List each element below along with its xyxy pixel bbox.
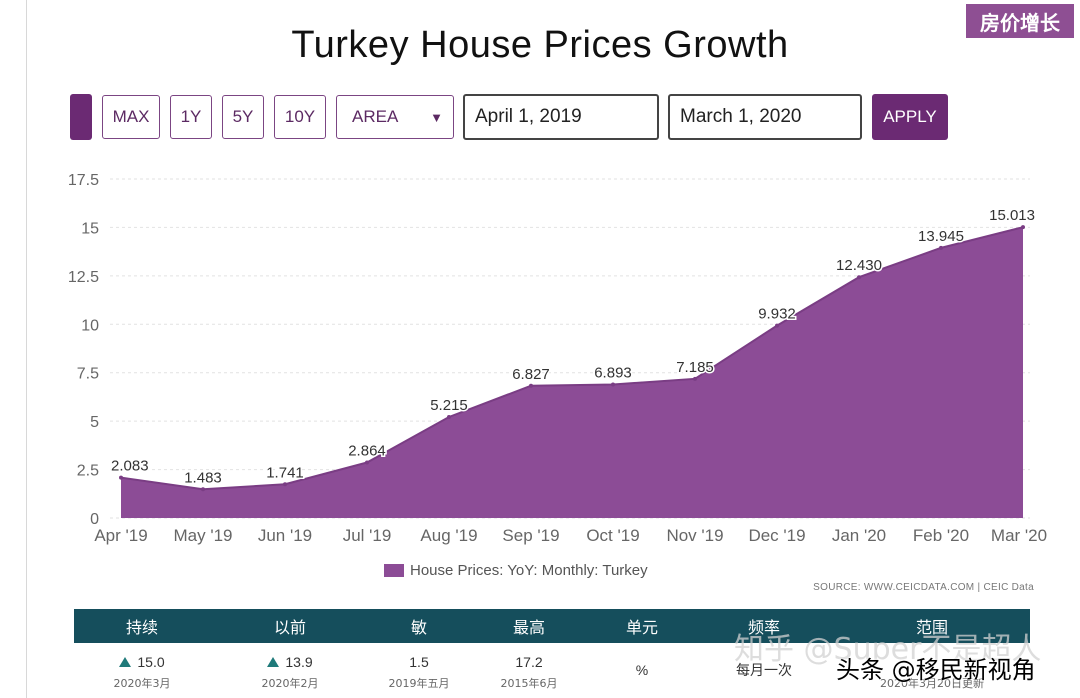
data-label: 1.741 <box>266 464 304 481</box>
data-point <box>529 383 533 388</box>
range-1y-button[interactable]: 1Y <box>170 95 212 139</box>
x-tick-label: Apr '19 <box>94 526 147 545</box>
legend-label: House Prices: YoY: Monthly: Turkey <box>410 562 648 579</box>
range-date: 2020年3月20日更新 <box>880 677 984 690</box>
dropdown-arrow-icon: ▼ <box>430 109 443 125</box>
max-value: 17.2 <box>515 654 543 670</box>
series-line <box>120 226 1024 491</box>
stats-cell-min: 1.5 2019年五月 <box>370 643 468 691</box>
data-label: 6.893 <box>594 364 632 381</box>
min-date: 2019年五月 <box>388 677 450 690</box>
topic-badge: 房价增长 <box>966 4 1074 38</box>
apply-button[interactable]: APPLY <box>872 94 948 140</box>
x-tick-label: Mar '20 <box>991 526 1047 545</box>
data-label: 2.083 <box>111 458 149 475</box>
stats-header-max: 最高 <box>512 618 545 637</box>
left-edge-line <box>26 0 27 698</box>
data-label: 7.185 <box>676 359 714 376</box>
stats-cell-max: 17.2 2015年6月 <box>468 643 590 691</box>
stats-cell-range: 2020年3月20日更新 <box>834 643 1030 691</box>
stats-header-range: 范围 <box>915 618 948 637</box>
chart-type-select[interactable]: AREA ▼ <box>336 95 454 139</box>
x-tick-label: Jun '19 <box>258 526 312 545</box>
data-point <box>611 382 615 387</box>
data-point <box>775 323 779 328</box>
data-label: 15.013 <box>989 207 1035 224</box>
data-label: 1.483 <box>184 469 222 486</box>
x-tick-label: Dec '19 <box>748 526 805 545</box>
stats-header-previous: 以前 <box>273 618 306 637</box>
y-tick-label: 17.5 <box>68 172 99 189</box>
data-label: 13.945 <box>918 228 964 245</box>
data-label: 12.430 <box>836 257 882 274</box>
previous-date: 2020年2月 <box>261 677 319 690</box>
x-tick-label: Sep '19 <box>502 526 559 545</box>
stats-header-min: 敏 <box>410 618 427 637</box>
up-arrow-icon <box>267 657 280 667</box>
stats-cell-unit: % <box>590 643 694 691</box>
data-point <box>693 376 697 381</box>
data-point <box>1021 225 1025 230</box>
y-tick-label: 0 <box>90 511 99 528</box>
latest-value: 15.0 <box>137 654 165 670</box>
data-point <box>939 245 943 250</box>
data-point <box>119 475 123 480</box>
end-date-input[interactable]: March 1, 2020 <box>668 94 862 140</box>
data-label: 9.932 <box>758 306 796 323</box>
x-tick-label: Oct '19 <box>586 526 639 545</box>
previous-value: 13.9 <box>285 654 313 670</box>
x-tick-label: Aug '19 <box>420 526 477 545</box>
data-label: 2.864 <box>348 443 386 460</box>
color-picker-button[interactable] <box>70 94 92 140</box>
series-area <box>121 227 1023 518</box>
data-point <box>283 482 287 487</box>
unit-value: % <box>635 662 649 678</box>
y-tick-label: 10 <box>81 317 99 334</box>
legend-swatch <box>384 564 404 577</box>
range-10y-button[interactable]: 10Y <box>274 95 326 139</box>
y-tick-label: 7.5 <box>77 366 99 383</box>
zhihu-watermark: 知乎 @Super不是超人 <box>734 632 1042 667</box>
chart-title: Turkey House Prices Growth <box>291 24 789 66</box>
chart-legend: House Prices: YoY: Monthly: Turkey <box>384 562 648 579</box>
data-point <box>857 275 861 280</box>
data-label: 5.215 <box>430 397 468 414</box>
frequency-value: 每月一次 <box>736 662 792 678</box>
y-tick-label: 5 <box>90 414 99 431</box>
x-tick-label: Jan '20 <box>832 526 886 545</box>
stats-header-latest: 持续 <box>125 618 158 637</box>
data-point <box>447 414 451 419</box>
data-point <box>365 460 369 465</box>
stats-value-row: 15.0 2020年3月 13.9 2020年2月 1.5 2019年五月 17… <box>74 643 1030 691</box>
x-tick-label: Feb '20 <box>913 526 969 545</box>
x-tick-label: May '19 <box>174 526 233 545</box>
x-tick-label: Nov '19 <box>666 526 723 545</box>
min-value: 1.5 <box>409 654 429 670</box>
stats-table: 持续 以前 敏 最高 单元 频率 范围 15.0 2020年3月 13.9 20… <box>74 609 1030 698</box>
max-date: 2015年6月 <box>500 677 558 690</box>
y-tick-label: 15 <box>81 220 99 237</box>
data-label: 6.827 <box>512 366 550 383</box>
toutiao-watermark: 头条 @移民新视角 <box>836 656 1036 684</box>
data-point <box>201 487 205 492</box>
area-chart: 0 2.5 5 7.5 10 12.5 15 17.5 2.083 1.483 1.741 2.864… <box>68 172 1047 545</box>
source-note: SOURCE: WWW.CEICDATA.COM | CEIC Data <box>813 582 1034 593</box>
start-date-input[interactable]: April 1, 2019 <box>463 94 659 140</box>
range-max-button[interactable]: MAX <box>102 95 160 139</box>
y-tick-label: 12.5 <box>68 269 99 286</box>
range-5y-button[interactable]: 5Y <box>222 95 264 139</box>
stats-header-frequency: 频率 <box>747 618 780 637</box>
stats-header-unit: 单元 <box>625 618 658 637</box>
up-arrow-icon <box>119 657 132 667</box>
chart-type-value: AREA <box>352 107 399 126</box>
stats-cell-latest: 15.0 2020年3月 <box>74 643 210 691</box>
y-tick-label: 2.5 <box>77 463 99 480</box>
stats-header-row: 持续 以前 敏 最高 单元 频率 范围 <box>74 609 1030 643</box>
stats-cell-frequency: 每月一次 <box>694 643 834 691</box>
stats-cell-previous: 13.9 2020年2月 <box>210 643 370 691</box>
x-tick-label: Jul '19 <box>343 526 392 545</box>
latest-date: 2020年3月 <box>113 677 171 690</box>
